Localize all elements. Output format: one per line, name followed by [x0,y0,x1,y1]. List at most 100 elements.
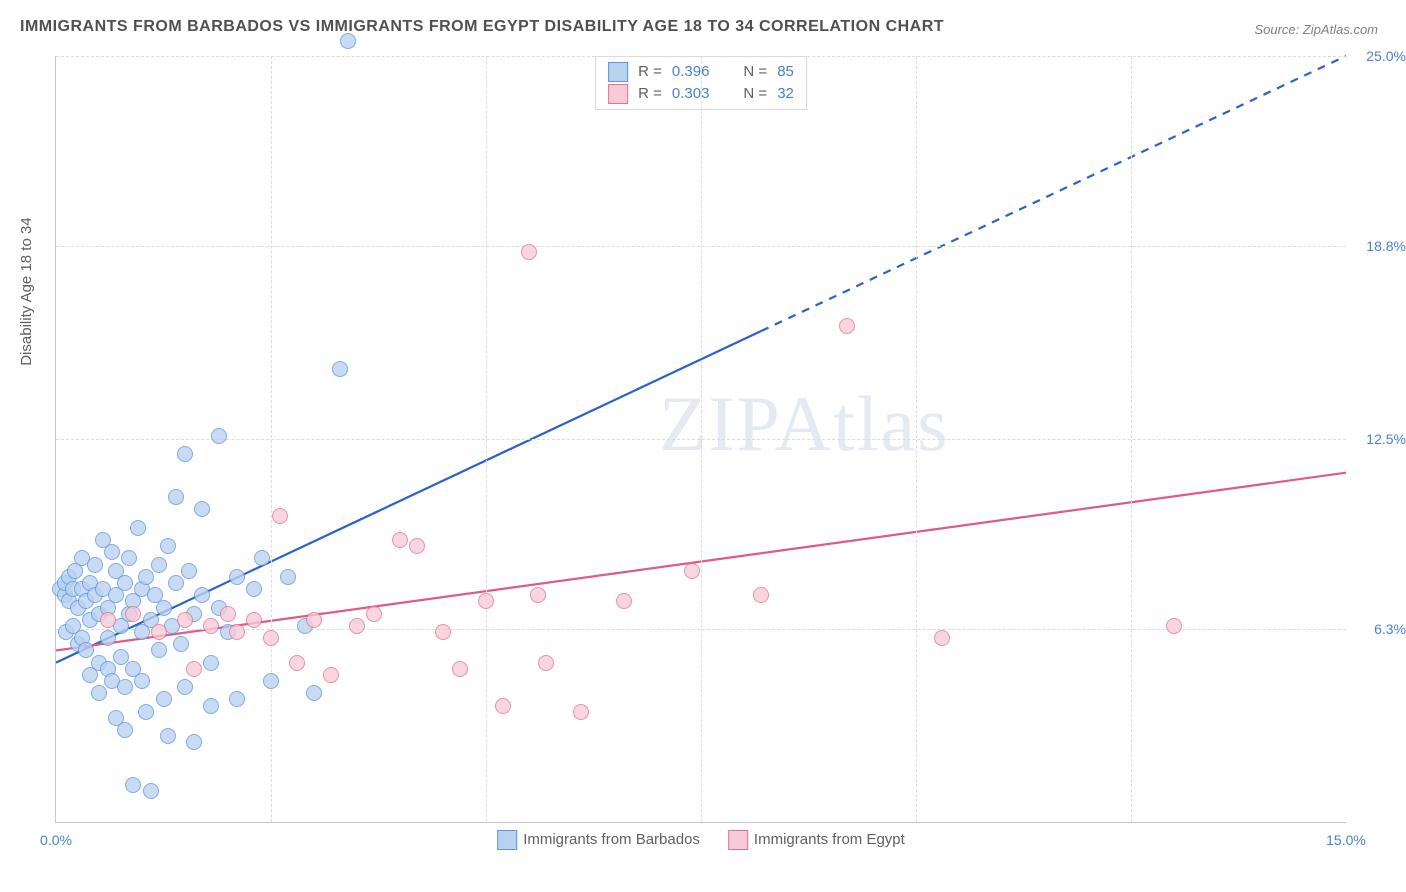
data-point [117,722,133,738]
data-point [435,624,451,640]
data-point [684,563,700,579]
data-point [203,698,219,714]
x-tick-label: 0.0% [40,832,72,848]
data-point [272,508,288,524]
data-point [229,691,245,707]
data-point [306,612,322,628]
data-point [160,728,176,744]
legend-n-value: 85 [777,61,794,83]
y-tick-label: 12.5% [1351,431,1406,447]
x-gridline [271,56,272,822]
legend-r-label: R = [638,83,662,105]
data-point [220,606,236,622]
data-point [87,557,103,573]
data-point [177,679,193,695]
data-point [160,538,176,554]
data-point [121,550,137,566]
data-point [168,575,184,591]
data-point [263,673,279,689]
data-point [349,618,365,634]
data-point [138,704,154,720]
legend-series: Immigrants from Barbados Immigrants from … [497,830,905,850]
data-point [323,667,339,683]
legend-n-label: N = [743,83,767,105]
data-point [332,361,348,377]
chart-title: IMMIGRANTS FROM BARBADOS VS IMMIGRANTS F… [20,18,944,36]
data-point [263,630,279,646]
data-point [138,569,154,585]
data-point [177,612,193,628]
data-point [186,734,202,750]
data-point [934,630,950,646]
data-point [113,649,129,665]
data-point [211,428,227,444]
legend-swatch [608,62,628,82]
data-point [143,783,159,799]
data-point [839,318,855,334]
data-point [478,593,494,609]
data-point [280,569,296,585]
data-point [753,587,769,603]
data-point [306,685,322,701]
data-point [91,685,107,701]
data-point [573,704,589,720]
data-point [151,557,167,573]
x-gridline [486,56,487,822]
legend-series-label: Immigrants from Egypt [754,831,905,848]
data-point [100,612,116,628]
data-point [530,587,546,603]
legend-series-label: Immigrants from Barbados [523,831,700,848]
data-point [409,538,425,554]
legend-r-value: 0.303 [672,83,710,105]
legend-r-label: R = [638,61,662,83]
legend-r-value: 0.396 [672,61,710,83]
data-point [246,581,262,597]
data-point [181,563,197,579]
data-point [521,244,537,260]
data-point [168,489,184,505]
watermark: ZIPAtlas [659,379,950,469]
data-point [1166,618,1182,634]
data-point [254,550,270,566]
data-point [177,446,193,462]
data-point [100,630,116,646]
data-point [125,606,141,622]
y-tick-label: 18.8% [1351,238,1406,254]
y-tick-label: 6.3% [1351,621,1406,637]
data-point [495,698,511,714]
data-point [616,593,632,609]
data-point [134,673,150,689]
data-point [194,587,210,603]
data-point [156,600,172,616]
data-point [340,33,356,49]
trend-line-extrapolated [761,56,1346,331]
x-tick-label: 15.0% [1326,832,1366,848]
y-axis-label: Disability Age 18 to 34 [18,217,35,365]
x-gridline [1131,56,1132,822]
data-point [173,636,189,652]
data-point [203,618,219,634]
legend-n-value: 32 [777,83,794,105]
data-point [117,575,133,591]
data-point [117,679,133,695]
legend-series-item: Immigrants from Egypt [728,830,905,850]
data-point [130,520,146,536]
data-point [156,691,172,707]
data-point [229,569,245,585]
legend-swatch [608,84,628,104]
data-point [186,661,202,677]
data-point [289,655,305,671]
data-point [392,532,408,548]
data-point [151,624,167,640]
data-point [246,612,262,628]
source-attribution: Source: ZipAtlas.com [1254,22,1378,37]
data-point [538,655,554,671]
legend-series-item: Immigrants from Barbados [497,830,700,850]
data-point [104,544,120,560]
x-gridline [701,56,702,822]
data-point [151,642,167,658]
data-point [229,624,245,640]
data-point [194,501,210,517]
legend-swatch [728,830,748,850]
data-point [78,642,94,658]
